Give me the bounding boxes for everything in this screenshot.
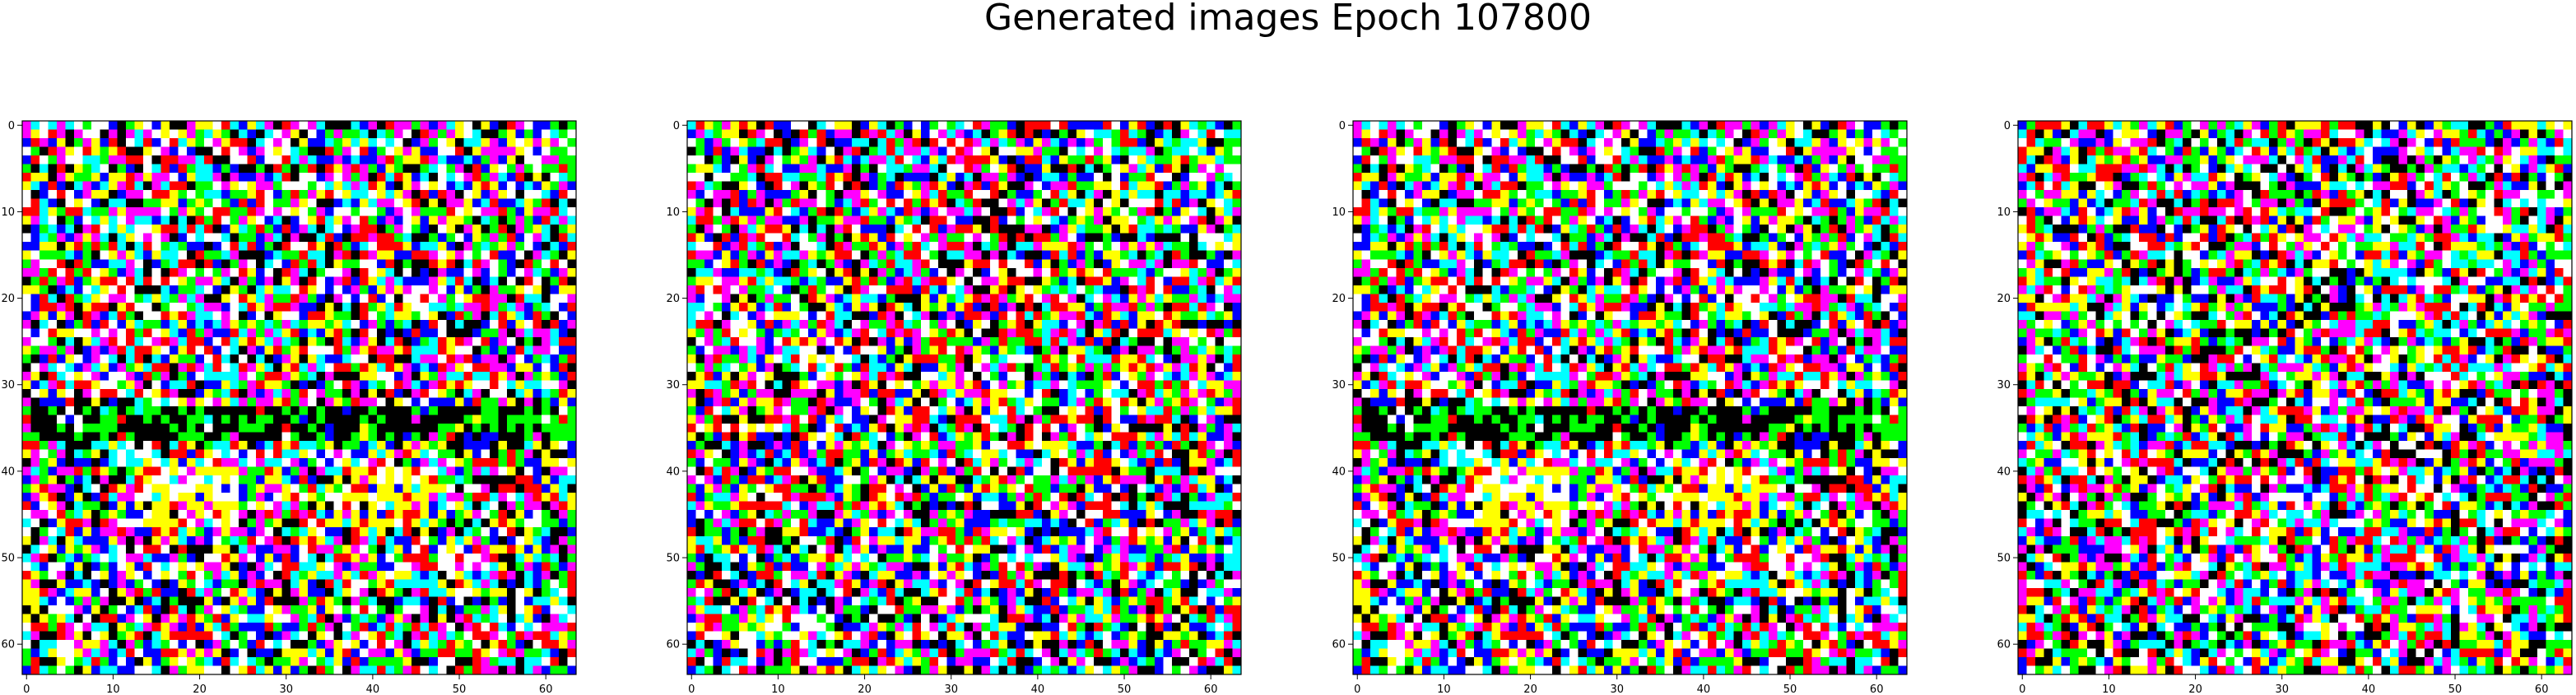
x-tick-label: 50 <box>453 683 467 695</box>
axes-frame <box>1352 120 1908 675</box>
y-tick-label: 40 <box>1 466 15 478</box>
x-tick-label: 30 <box>279 683 293 695</box>
x-tick-label: 40 <box>1031 683 1045 695</box>
axes-frame <box>21 120 577 675</box>
y-tick-label: 0 <box>673 120 680 132</box>
image-panel-1: 0 10 20 30 40 50 60 0 10 20 30 40 50 60 <box>1 120 577 695</box>
y-tick-label: 0 <box>2004 120 2011 132</box>
image-panel-4: 0 10 20 30 40 50 60 0 10 20 30 40 50 60 <box>1997 120 2573 695</box>
y-tick-label: 10 <box>666 206 680 219</box>
y-tick-label: 10 <box>1332 206 1346 219</box>
y-tick-label: 40 <box>1997 466 2011 478</box>
y-tick-label: 40 <box>1332 466 1346 478</box>
x-tick-label: 0 <box>1354 683 1360 695</box>
x-tick-label: 60 <box>1870 683 1884 695</box>
x-tick-label: 0 <box>2019 683 2025 695</box>
image-panel-3: 0 10 20 30 40 50 60 0 10 20 30 40 50 60 <box>1332 120 1908 695</box>
x-tick-label: 50 <box>1118 683 1132 695</box>
x-tick-label: 40 <box>366 683 380 695</box>
x-tick-label: 50 <box>1783 683 1797 695</box>
x-tick-label: 10 <box>2102 683 2116 695</box>
image-panel-2: 0 10 20 30 40 50 60 0 10 20 30 40 50 60 <box>666 120 1242 695</box>
y-tick-label: 30 <box>1 379 15 392</box>
y-tick-label: 50 <box>666 553 680 565</box>
y-tick-label: 60 <box>1332 639 1346 651</box>
y-tick-label: 30 <box>1997 379 2011 392</box>
y-tick-label: 0 <box>8 120 15 132</box>
y-tick-label: 50 <box>1 553 15 565</box>
y-tick-label: 20 <box>1 293 15 305</box>
generated-image-3 <box>1353 121 1907 674</box>
y-tick-label: 40 <box>666 466 680 478</box>
y-tick-label: 20 <box>666 293 680 305</box>
y-tick-label: 60 <box>1997 639 2011 651</box>
x-tick-label: 10 <box>106 683 120 695</box>
x-tick-label: 40 <box>1697 683 1711 695</box>
y-tick-label: 20 <box>1997 293 2011 305</box>
figure-title: Generated images Epoch 107800 <box>983 0 1593 39</box>
y-tick-label: 30 <box>666 379 680 392</box>
axes-frame <box>2017 120 2573 675</box>
x-tick-label: 10 <box>1437 683 1451 695</box>
x-tick-label: 40 <box>2362 683 2376 695</box>
x-tick-label: 60 <box>2535 683 2549 695</box>
x-tick-label: 10 <box>771 683 785 695</box>
generated-image-1 <box>22 121 576 674</box>
y-tick-label: 30 <box>1332 379 1346 392</box>
y-tick-label: 60 <box>1 639 15 651</box>
y-tick-label: 10 <box>1997 206 2011 219</box>
y-tick-label: 60 <box>666 639 680 651</box>
y-tick-label: 0 <box>1339 120 1346 132</box>
y-tick-label: 50 <box>1997 553 2011 565</box>
x-tick-label: 30 <box>1610 683 1624 695</box>
y-tick-label: 50 <box>1332 553 1346 565</box>
generated-image-4 <box>2018 121 2572 674</box>
x-tick-label: 50 <box>2448 683 2462 695</box>
x-tick-label: 20 <box>1523 683 1537 695</box>
x-tick-label: 20 <box>2188 683 2202 695</box>
x-tick-label: 60 <box>539 683 553 695</box>
x-tick-label: 0 <box>688 683 695 695</box>
x-tick-label: 60 <box>1204 683 1218 695</box>
x-tick-label: 30 <box>944 683 958 695</box>
x-tick-label: 30 <box>2275 683 2289 695</box>
generated-image-2 <box>687 121 1241 674</box>
x-tick-label: 0 <box>23 683 30 695</box>
y-tick-label: 20 <box>1332 293 1346 305</box>
axes-frame <box>686 120 1242 675</box>
x-tick-label: 20 <box>193 683 207 695</box>
y-tick-label: 10 <box>1 206 15 219</box>
x-tick-label: 20 <box>858 683 872 695</box>
